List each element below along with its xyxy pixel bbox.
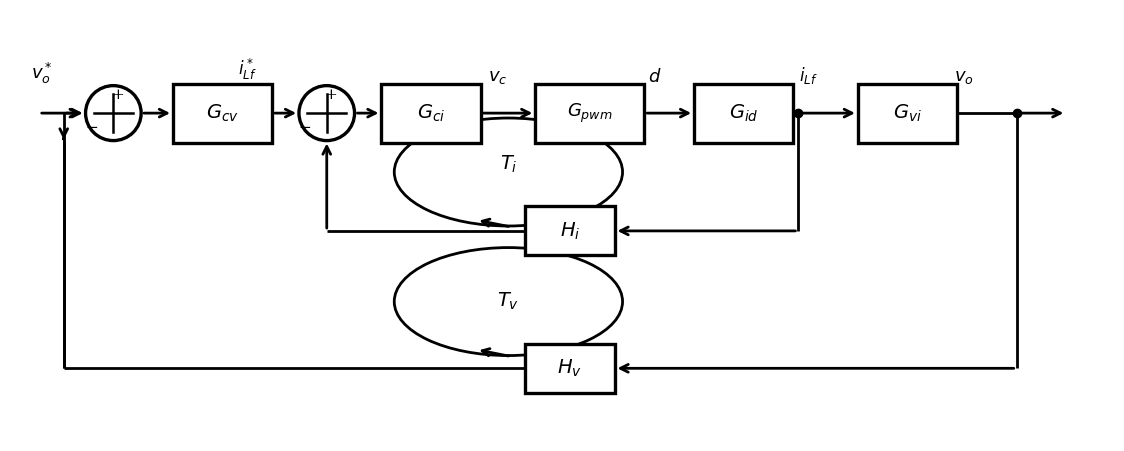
Bar (525, 344, 615, 393)
Text: +: + (325, 88, 337, 102)
Text: $H_v$: $H_v$ (558, 358, 582, 379)
Text: $v_o^*$: $v_o^*$ (31, 60, 53, 86)
Text: +: + (111, 88, 124, 102)
Text: $T_i$: $T_i$ (499, 153, 517, 175)
Text: $i_{Lf}^*$: $i_{Lf}^*$ (238, 57, 256, 82)
Bar (694, 84, 794, 143)
Bar (381, 84, 481, 143)
Text: $G_{ci}$: $G_{ci}$ (417, 102, 445, 124)
Text: $v_c$: $v_c$ (488, 68, 507, 86)
Bar (535, 84, 644, 143)
Text: $G_{vi}$: $G_{vi}$ (892, 102, 922, 124)
Text: $d$: $d$ (647, 68, 661, 86)
Text: $H_i$: $H_i$ (560, 220, 580, 242)
Text: $-$: $-$ (85, 118, 98, 133)
Text: $-$: $-$ (298, 118, 311, 133)
Bar (173, 84, 272, 143)
Text: $G_{id}$: $G_{id}$ (728, 102, 759, 124)
Bar (525, 207, 615, 255)
Text: $i_{Lf}$: $i_{Lf}$ (799, 64, 817, 86)
Bar (858, 84, 957, 143)
Circle shape (299, 86, 354, 141)
Text: $v_o$: $v_o$ (954, 68, 973, 86)
Text: $G_{pwm}$: $G_{pwm}$ (566, 101, 613, 125)
Text: $G_{cv}$: $G_{cv}$ (206, 102, 239, 124)
Text: $T_v$: $T_v$ (497, 291, 519, 312)
Circle shape (85, 86, 142, 141)
